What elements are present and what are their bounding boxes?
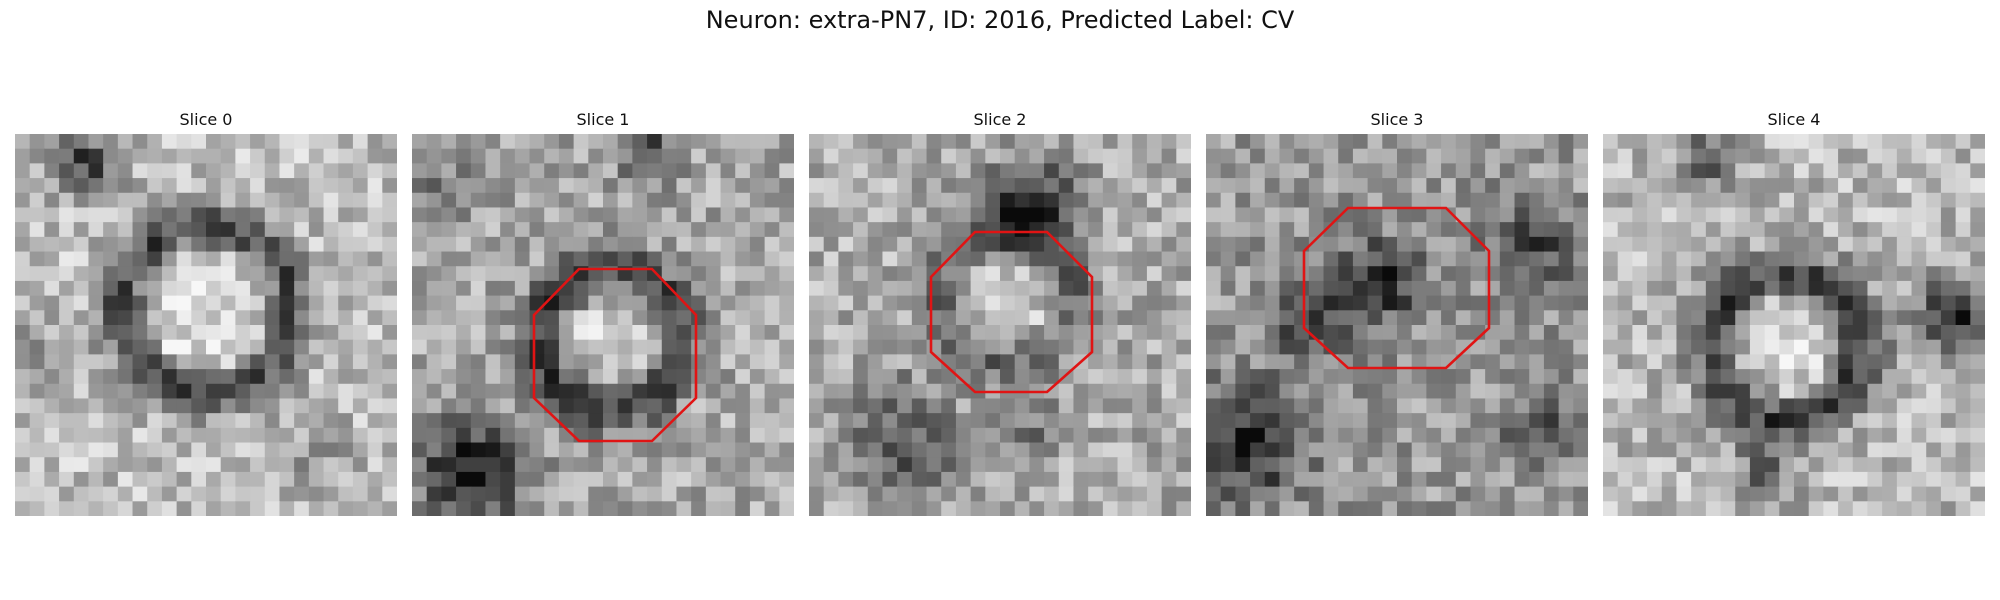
slice-2-image xyxy=(809,134,1191,516)
slice-4-pixels xyxy=(1603,134,1985,516)
slice-3-pixels xyxy=(1206,134,1588,516)
slice-0-pixels xyxy=(15,134,397,516)
figure-title: Neuron: extra-PN7, ID: 2016, Predicted L… xyxy=(705,6,1295,34)
slice-2-pixels xyxy=(809,134,1191,516)
slice-0-image xyxy=(15,134,397,516)
slice-2-roi-octagon xyxy=(929,230,1094,394)
slice-1-image xyxy=(412,134,794,516)
panel-title-slice-4: Slice 4 xyxy=(1767,110,1821,129)
slice-1-roi-overlay xyxy=(532,267,698,443)
panel-title-slice-3: Slice 3 xyxy=(1370,110,1424,129)
slice-4-image xyxy=(1603,134,1985,516)
panel-title-slice-1: Slice 1 xyxy=(576,110,630,129)
slice-1-roi-octagon xyxy=(532,267,698,443)
slice-3-roi-octagon xyxy=(1302,206,1491,370)
slice-3-image xyxy=(1206,134,1588,516)
slice-2-roi-overlay xyxy=(929,230,1094,394)
panel-title-slice-2: Slice 2 xyxy=(973,110,1027,129)
panel-title-slice-0: Slice 0 xyxy=(179,110,233,129)
slice-3-roi-overlay xyxy=(1302,206,1491,370)
